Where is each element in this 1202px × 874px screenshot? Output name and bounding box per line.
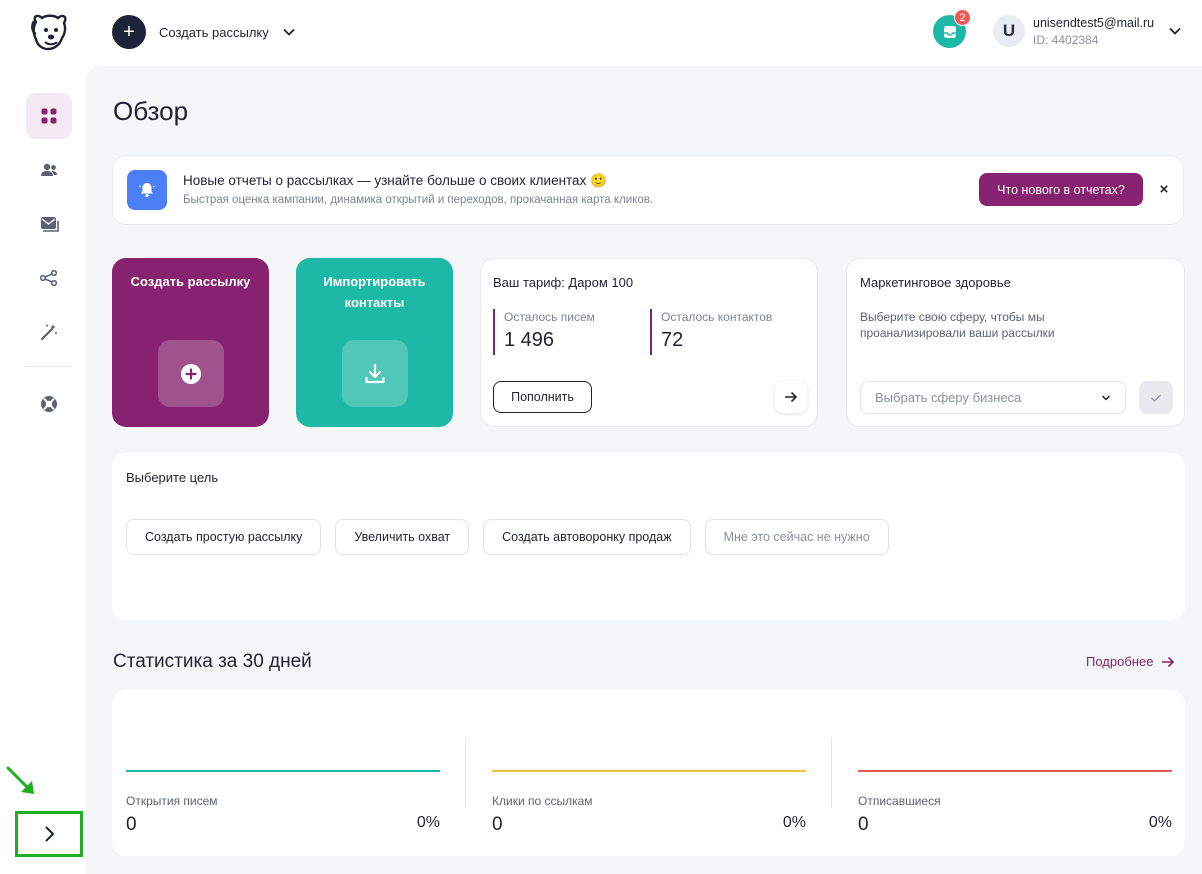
create-campaign-card[interactable]: Создать рассылку [112,258,269,427]
top-bar: + Создать рассылку 2 U unisendtest5@mail… [0,0,1202,66]
arrow-right-icon [785,391,798,403]
avatar: U [993,15,1025,47]
whats-new-button[interactable]: Что нового в отчетах? [979,173,1143,206]
banner-subtitle: Быстрая оценка кампании, динамика открыт… [183,194,654,206]
sidebar-divider [26,366,72,367]
stat-unsubscribed-line [858,770,1172,772]
marketing-health-title: Маркетинговое здоровье [860,275,1011,290]
notifications-button[interactable]: 2 [933,9,971,48]
stat-unsubscribed: Отписавшиеся 0 0% [844,690,1184,856]
stats-title: Статистика за 30 дней [113,651,312,672]
contacts-remaining: Осталось контактов 72 [650,309,772,355]
letters-remaining-value: 1 496 [504,329,555,351]
goal-simple-campaign-button[interactable]: Создать простую рассылку [126,519,322,555]
confirm-sphere-button[interactable] [1139,381,1173,414]
campaigns-icon [41,217,59,232]
stat-unsubscribed-label: Отписавшиеся [858,794,941,808]
import-contacts-card[interactable]: Импортировать контакты [296,258,453,427]
tariff-title: Ваш тариф: Даром 100 [493,275,634,290]
support-icon [41,396,57,412]
sidebar-item-support[interactable] [26,381,72,427]
goal-not-needed-button[interactable]: Мне это сейчас не нужно [704,519,889,555]
stats-more-link[interactable]: Подробнее [1086,654,1175,669]
logo-icon[interactable] [28,12,70,52]
download-icon [342,340,408,407]
stat-clicks-percent: 0% [782,814,806,831]
stat-clicks-label: Клики по ссылкам [492,794,593,808]
stat-unsubscribed-percent: 0% [1148,814,1172,831]
stats-more-label: Подробнее [1086,654,1154,669]
stat-opens: Открытия писем 0 0% [112,690,452,856]
stat-clicks-value: 0 [492,814,503,835]
marketing-health-description: Выберите свою сферу, чтобы мы проанализи… [860,310,1055,340]
create-campaign-dropdown[interactable]: + Создать рассылку [112,15,296,49]
plus-icon: + [112,15,146,49]
close-banner-button[interactable]: × [1159,180,1169,198]
sidebar-item-dashboard[interactable] [26,93,72,139]
stats-card: Открытия писем 0 0% Клики по ссылкам 0 0… [112,690,1185,856]
tariff-details-button[interactable] [775,381,807,413]
goal-increase-reach-button[interactable]: Увеличить охват [335,519,470,555]
inbox-icon [943,25,956,38]
goal-options: Создать простую рассылку Увеличить охват… [126,519,889,555]
stat-unsubscribed-value: 0 [858,814,869,835]
chevron-right-icon [45,826,55,842]
stat-opens-line [126,770,440,772]
expand-sidebar-button[interactable] [15,811,83,857]
reports-banner: Новые отчеты о рассылках — узнайте больш… [112,155,1184,225]
sidebar-item-automation[interactable] [26,255,72,301]
plus-circle-icon [158,340,224,407]
tariff-card: Ваш тариф: Даром 100 Осталось писем 1 49… [480,258,818,427]
user-id: ID: 4402384 [1033,32,1099,47]
refill-button[interactable]: Пополнить [493,381,592,413]
sidebar-item-campaigns[interactable] [26,201,72,247]
annotation-arrow-icon [6,766,34,794]
sidebar-item-tools[interactable] [26,309,72,355]
main-content: Обзор Новые отчеты о рассылках — узнайте… [86,66,1202,874]
stat-opens-value: 0 [126,814,137,835]
user-menu[interactable]: U unisendtest5@mail.ru ID: 4402384 [993,15,1182,47]
chevron-down-icon [1101,394,1111,401]
dashboard-icon [41,108,57,124]
contacts-remaining-label: Осталось контактов [661,310,773,324]
checkmark-icon [1150,393,1162,402]
contacts-remaining-value: 72 [661,329,684,351]
automation-icon [39,269,58,287]
page-title: Обзор [113,96,189,126]
goal-sales-funnel-button[interactable]: Создать автоворонку продаж [483,519,691,555]
letters-remaining-label: Осталось писем [504,310,595,324]
chevron-down-icon [1169,27,1181,35]
goal-section: Выберите цель Создать простую рассылку У… [112,453,1185,620]
chevron-down-icon [283,28,295,36]
goal-title: Выберите цель [126,470,219,485]
stat-clicks: Клики по ссылкам 0 0% [478,690,818,856]
sidebar-item-contacts[interactable] [26,147,72,193]
letters-remaining: Осталось писем 1 496 [493,309,595,355]
create-campaign-card-title: Создать рассылку [130,274,251,289]
contacts-icon [41,163,57,176]
bell-icon [127,170,167,210]
import-contacts-card-title: Импортировать контакты [323,274,426,310]
stat-opens-percent: 0% [416,814,440,831]
banner-title: Новые отчеты о рассылках — узнайте больш… [183,173,607,188]
notification-badge: 2 [954,9,971,26]
business-sphere-select[interactable]: Выбрать сферу бизнеса [860,381,1126,414]
business-sphere-placeholder: Выбрать сферу бизнеса [875,390,1022,405]
stats-divider [831,738,832,808]
stat-clicks-line [492,770,806,772]
user-email: unisendtest5@mail.ru [1033,15,1155,30]
stats-divider [465,738,466,808]
sidebar [0,66,86,874]
create-campaign-label: Создать рассылку [159,24,269,40]
marketing-health-card: Маркетинговое здоровье Выберите свою сфе… [846,258,1185,427]
stat-opens-label: Открытия писем [126,794,218,808]
arrow-right-icon [1162,656,1175,667]
magic-wand-icon [40,324,57,341]
